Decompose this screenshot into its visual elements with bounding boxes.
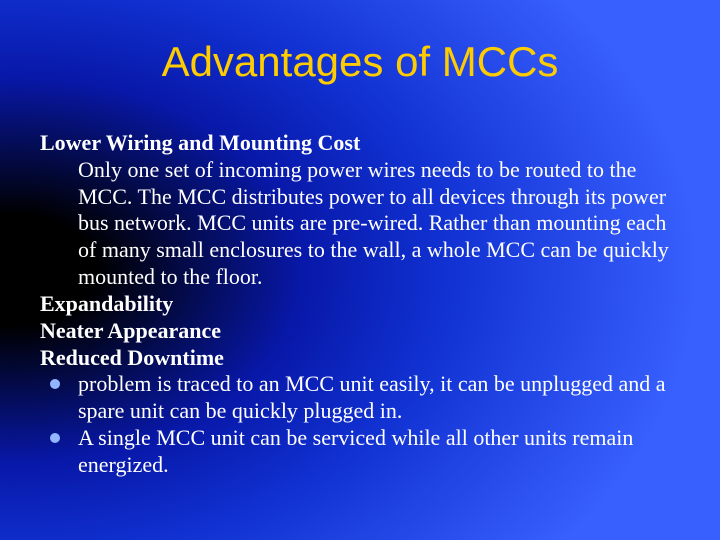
slide: Advantages of MCCs Lower Wiring and Moun… xyxy=(0,0,720,540)
section-heading-downtime: Reduced Downtime xyxy=(40,345,682,372)
bullet-text: problem is traced to an MCC unit easily,… xyxy=(78,371,666,423)
bullet-item: A single MCC unit can be serviced while … xyxy=(40,425,682,479)
bullet-text: A single MCC unit can be serviced while … xyxy=(78,425,633,477)
section-heading-appearance: Neater Appearance xyxy=(40,318,682,345)
section-heading-wiring: Lower Wiring and Mounting Cost xyxy=(40,130,682,157)
section-heading-expandability: Expandability xyxy=(40,291,682,318)
bullet-item: problem is traced to an MCC unit easily,… xyxy=(40,371,682,425)
slide-body: Lower Wiring and Mounting Cost Only one … xyxy=(40,130,682,479)
bullet-icon xyxy=(50,433,60,443)
bullet-icon xyxy=(50,379,60,389)
slide-title: Advantages of MCCs xyxy=(0,38,720,86)
section-body-wiring: Only one set of incoming power wires nee… xyxy=(40,157,682,291)
